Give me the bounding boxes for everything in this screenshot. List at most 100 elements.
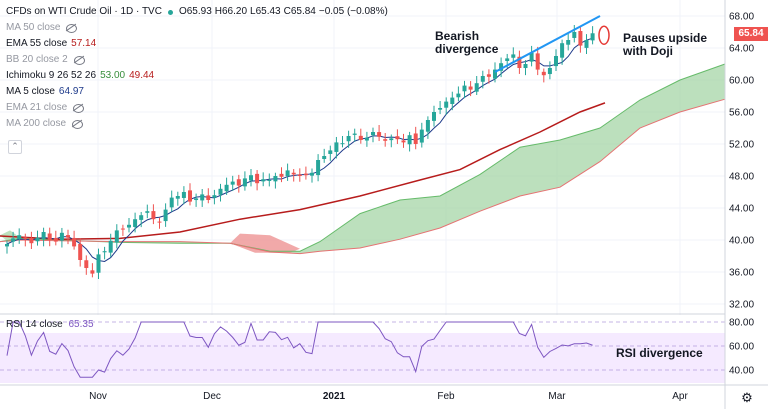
candle-body — [108, 240, 113, 253]
candle-body — [316, 160, 321, 176]
candle-body — [407, 135, 412, 145]
rsi-line — [6, 321, 593, 378]
candle-body — [78, 244, 83, 260]
candle-body — [255, 173, 260, 184]
candle-body — [261, 179, 266, 182]
gear-icon[interactable]: ⚙ — [741, 390, 753, 405]
collapse-legend-icon[interactable]: ⌃ — [8, 140, 22, 154]
rsi-tick-label: 40.00 — [729, 366, 754, 377]
candle-body — [163, 209, 168, 222]
candle-body — [578, 31, 583, 46]
price-tick-label: 40.00 — [729, 236, 754, 247]
candle-body — [47, 233, 52, 240]
bearish-divergence-line — [494, 15, 601, 73]
indicator-ema55[interactable]: EMA 55 close 57.14 — [6, 36, 391, 52]
cloud-bullish — [0, 64, 725, 254]
candle-body — [72, 237, 77, 247]
candle-body — [425, 120, 430, 132]
candle-body — [413, 133, 418, 144]
senkou-span-a — [0, 63, 726, 252]
price-tick-label: 36.00 — [729, 268, 754, 279]
bearish-divergence-label: Bearish divergence — [435, 29, 499, 56]
eye-hidden-icon[interactable] — [71, 120, 84, 129]
candle-body — [11, 238, 16, 242]
indicator-ma5[interactable]: MA 5 close 64.97 — [6, 84, 391, 100]
rsi-tick-label: 60.00 — [729, 342, 754, 353]
candle-body — [66, 235, 70, 238]
ohlc-values: O65.93 H66.20 L65.43 C65.84 −0.05 (−0.08%) — [179, 4, 391, 20]
ohlc-close: C65.84 — [283, 6, 316, 17]
candle-body — [456, 93, 461, 98]
candle-body — [511, 54, 516, 58]
indicator-ema21[interactable]: EMA 21 close — [6, 100, 391, 116]
candle-body — [529, 52, 534, 62]
eye-hidden-icon[interactable] — [73, 56, 85, 65]
candle-body — [35, 237, 40, 242]
candle-body — [206, 195, 211, 200]
candle-body — [340, 143, 345, 145]
indicator-label: MA 5 close — [6, 86, 55, 97]
indicator-value: 53.00 — [100, 70, 126, 81]
rsi-legend[interactable]: RSI 14 close 65.35 — [6, 319, 94, 330]
indicator-ma200[interactable]: MA 200 close — [6, 116, 391, 132]
indicator-ma50[interactable]: MA 50 close — [6, 20, 391, 36]
eye-hidden-icon[interactable] — [72, 104, 85, 113]
current-price-tag: 65.84 — [734, 27, 768, 41]
time-tick-label: Apr — [672, 391, 688, 402]
price-tick-label: 68.00 — [729, 12, 754, 23]
candle-body — [145, 211, 150, 213]
rsi-levels — [0, 321, 725, 371]
candle-body — [432, 112, 436, 121]
candle-body — [5, 244, 9, 247]
candle-body — [23, 237, 28, 240]
price-tick-label: 60.00 — [729, 76, 754, 87]
eye-hidden-icon[interactable] — [65, 24, 78, 33]
candle-body — [499, 63, 504, 71]
candle-body — [486, 74, 491, 77]
candle-body — [535, 53, 540, 70]
candle-body — [157, 221, 162, 223]
indicator-ichimoku[interactable]: Ichimoku 9 26 52 26 53.00 49.44 — [6, 68, 391, 84]
candle-body — [371, 132, 375, 136]
senkou-span-b — [0, 98, 726, 255]
candle-body — [401, 140, 406, 143]
rsi-value: 65.35 — [68, 319, 94, 330]
candle-body — [175, 196, 180, 199]
candle-body — [151, 211, 156, 220]
symbol-title[interactable]: CFDs on WTI Crude Oil · 1D · TVC — [6, 6, 162, 17]
candle-body — [41, 232, 46, 240]
candle-body — [560, 43, 565, 58]
candle-body — [114, 230, 119, 243]
candle-body — [127, 224, 131, 228]
symbol-row[interactable]: CFDs on WTI Crude Oil · 1D · TVC O65.93 H… — [6, 4, 391, 20]
candle-body — [523, 64, 528, 69]
candle-body — [188, 190, 192, 202]
candle-body — [322, 156, 327, 159]
price-axis[interactable]: 68.00 64.00 60.00 56.00 52.00 48.00 44.00 40.00… — [729, 12, 754, 311]
candle-body — [224, 184, 229, 192]
indicator-label: Ichimoku 9 26 52 26 — [6, 70, 97, 81]
indicator-bb20[interactable]: BB 20 close 2 — [6, 52, 391, 68]
candle-body — [328, 150, 333, 154]
candle-body — [346, 136, 351, 142]
indicator-label: MA 50 close — [6, 22, 61, 33]
time-axis[interactable]: Nov Dec 2021 Feb Mar Apr — [89, 391, 688, 402]
rsi-axis[interactable]: 80.00 60.00 40.00 — [729, 318, 754, 377]
candle-body — [200, 194, 205, 201]
candle-body — [480, 76, 485, 82]
candle-body — [285, 170, 290, 177]
candle-body — [29, 238, 34, 244]
rsi-band — [0, 333, 725, 383]
candle-body — [584, 40, 589, 48]
price-tick-label: 48.00 — [729, 172, 754, 183]
candle-body — [438, 108, 443, 110]
candle-body — [230, 181, 235, 185]
legend: CFDs on WTI Crude Oil · 1D · TVC O65.93 H… — [6, 4, 391, 132]
candle-body — [59, 232, 64, 241]
candle-body — [291, 172, 296, 175]
rsi-polyline — [6, 321, 593, 378]
candle-body — [541, 71, 546, 76]
indicator-label: BB 20 close 2 — [6, 54, 68, 65]
candle-body — [90, 270, 95, 274]
